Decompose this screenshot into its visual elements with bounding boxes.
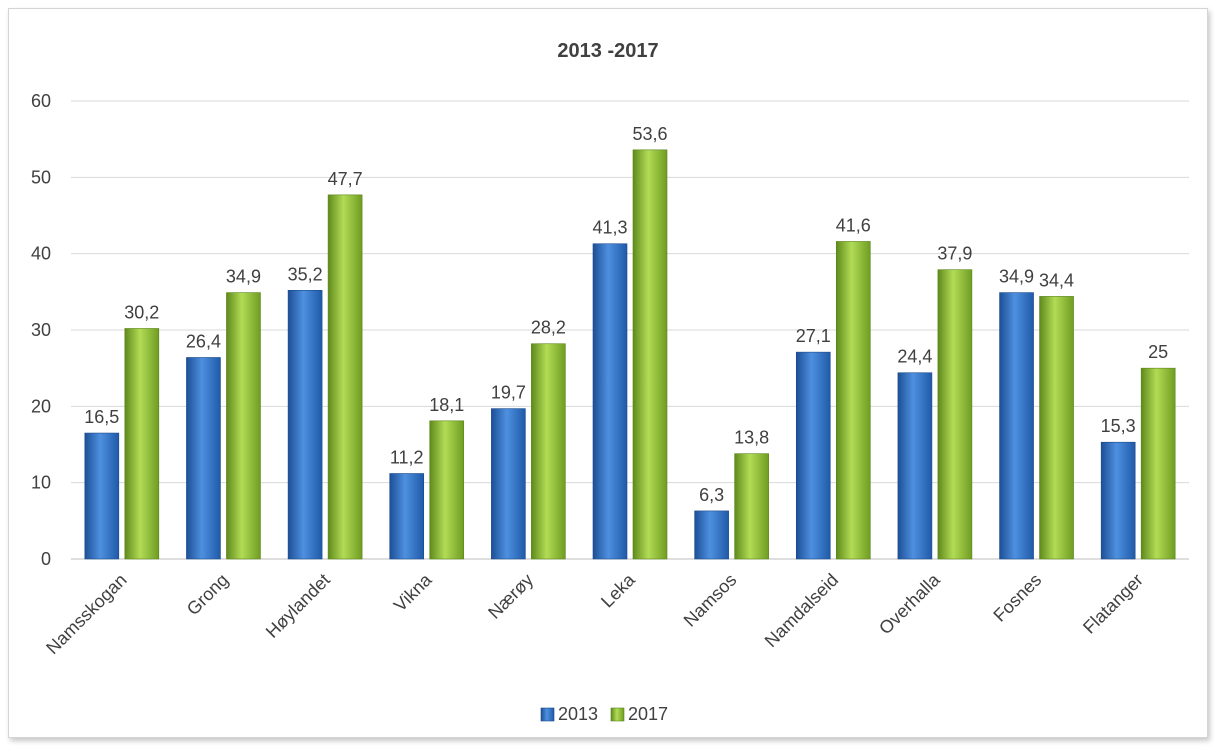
data-label-2013-Namdalseid: 27,1 <box>796 326 831 346</box>
bar-2013-Overhalla <box>897 372 933 560</box>
data-label-2013-Overhalla: 24,4 <box>897 347 932 367</box>
x-tick-label: Nærøy <box>484 570 537 623</box>
x-tick-label: Namdalseid <box>761 570 842 651</box>
bar-2017-Nærøy <box>531 343 566 560</box>
chart-frame: 2013 -2017 16,5 30,2 26,4 34,9 35,2 47,7 11,2 1… <box>8 8 1208 738</box>
bar-2017-Namdalseid <box>835 241 871 560</box>
legend: 2013 2017 <box>540 704 668 724</box>
y-tick-label: 0 <box>41 549 51 569</box>
x-tick-label: Fosnes <box>989 570 1045 626</box>
bar-2013-Namsskogan <box>84 432 120 560</box>
bar-2017-Høylandet <box>327 194 363 560</box>
bar-2017-Leka <box>632 149 668 560</box>
x-tick-label: Flatanger <box>1079 570 1147 638</box>
data-label-2013-Grong: 26,4 <box>186 331 221 351</box>
y-tick-label: 30 <box>31 320 51 340</box>
bar-2013-Nærøy <box>491 408 526 560</box>
chart-title: 2013 -2017 <box>557 40 658 62</box>
bar-2013-Vikna <box>389 473 425 560</box>
y-tick-label: 10 <box>31 473 51 493</box>
data-label-2013-Namsos: 6,3 <box>699 485 724 505</box>
bar-2013-Namdalseid <box>795 351 831 560</box>
x-tick-label: Namsos <box>680 570 741 631</box>
x-tick-label: Leka <box>597 569 639 611</box>
bar-2013-Grong <box>186 357 221 560</box>
bar-2017-Namsskogan <box>124 328 160 560</box>
bar-2017-Overhalla <box>937 269 973 560</box>
data-label-2017-Namdalseid: 41,6 <box>836 215 871 235</box>
bar-2017-Namsos <box>734 453 769 560</box>
x-tick-label: Høylandet <box>262 570 334 642</box>
data-label-2013-Vikna: 11,2 <box>390 448 424 468</box>
x-tick-label: Vikna <box>390 569 436 615</box>
legend-swatch-2013 <box>540 707 555 722</box>
y-tick-label: 50 <box>31 167 51 187</box>
data-label-2013-Fosnes: 34,9 <box>999 267 1034 287</box>
bar-2013-Namsos <box>694 510 729 560</box>
data-label-2017-Fosnes: 34,4 <box>1039 270 1074 290</box>
data-label-2013-Namsskogan: 16,5 <box>84 407 119 427</box>
data-label-2013-Leka: 41,3 <box>592 218 627 238</box>
data-label-2017-Namsskogan: 30,2 <box>124 302 159 322</box>
bar-2017-Grong <box>226 292 261 560</box>
legend-swatch-2017 <box>610 707 625 722</box>
x-tick-label: Grong <box>183 570 233 620</box>
bar-2013-Flatanger <box>1100 441 1136 560</box>
bar-2013-Høylandet <box>287 290 323 560</box>
bar-2013-Leka <box>592 243 628 560</box>
x-tick-label: Namsskogan <box>42 570 130 658</box>
x-tick-label: Overhalla <box>875 569 944 638</box>
y-tick-label: 20 <box>31 396 51 416</box>
y-tick-label: 60 <box>31 91 51 111</box>
data-label-2017-Leka: 53,6 <box>632 124 667 144</box>
data-label-2013-Flatanger: 15,3 <box>1101 416 1136 436</box>
bar-2017-Vikna <box>429 420 465 560</box>
data-label-2017-Nærøy: 28,2 <box>531 318 566 338</box>
y-tick-label: 40 <box>31 244 51 264</box>
data-label-2017-Overhalla: 37,9 <box>937 244 972 264</box>
bar-chart: 2013 -2017 16,530,226,434,9 35,247,711,21… <box>31 40 1189 724</box>
bar-2017-Flatanger <box>1140 367 1176 560</box>
data-labels: 16,5 30,2 26,4 34,9 35,2 47,7 11,2 18,1 19,7 28,2… <box>84 124 1168 505</box>
data-label-2017-Namsos: 13,8 <box>734 428 769 448</box>
data-label-2017-Flatanger: 25 <box>1148 342 1168 362</box>
data-label-2013-Høylandet: 35,2 <box>288 264 323 284</box>
bar-2017-Fosnes <box>1039 296 1074 560</box>
data-label-2017-Høylandet: 47,7 <box>328 169 363 189</box>
bars <box>84 149 1176 560</box>
data-label-2013-Nærøy: 19,7 <box>491 383 526 403</box>
data-label-2017-Vikna: 18,1 <box>429 395 464 415</box>
legend-label-2017: 2017 <box>628 704 668 724</box>
legend-label-2013: 2013 <box>558 704 598 724</box>
data-label-2017-Grong: 34,9 <box>226 267 261 287</box>
bar-2013-Fosnes <box>999 292 1034 560</box>
